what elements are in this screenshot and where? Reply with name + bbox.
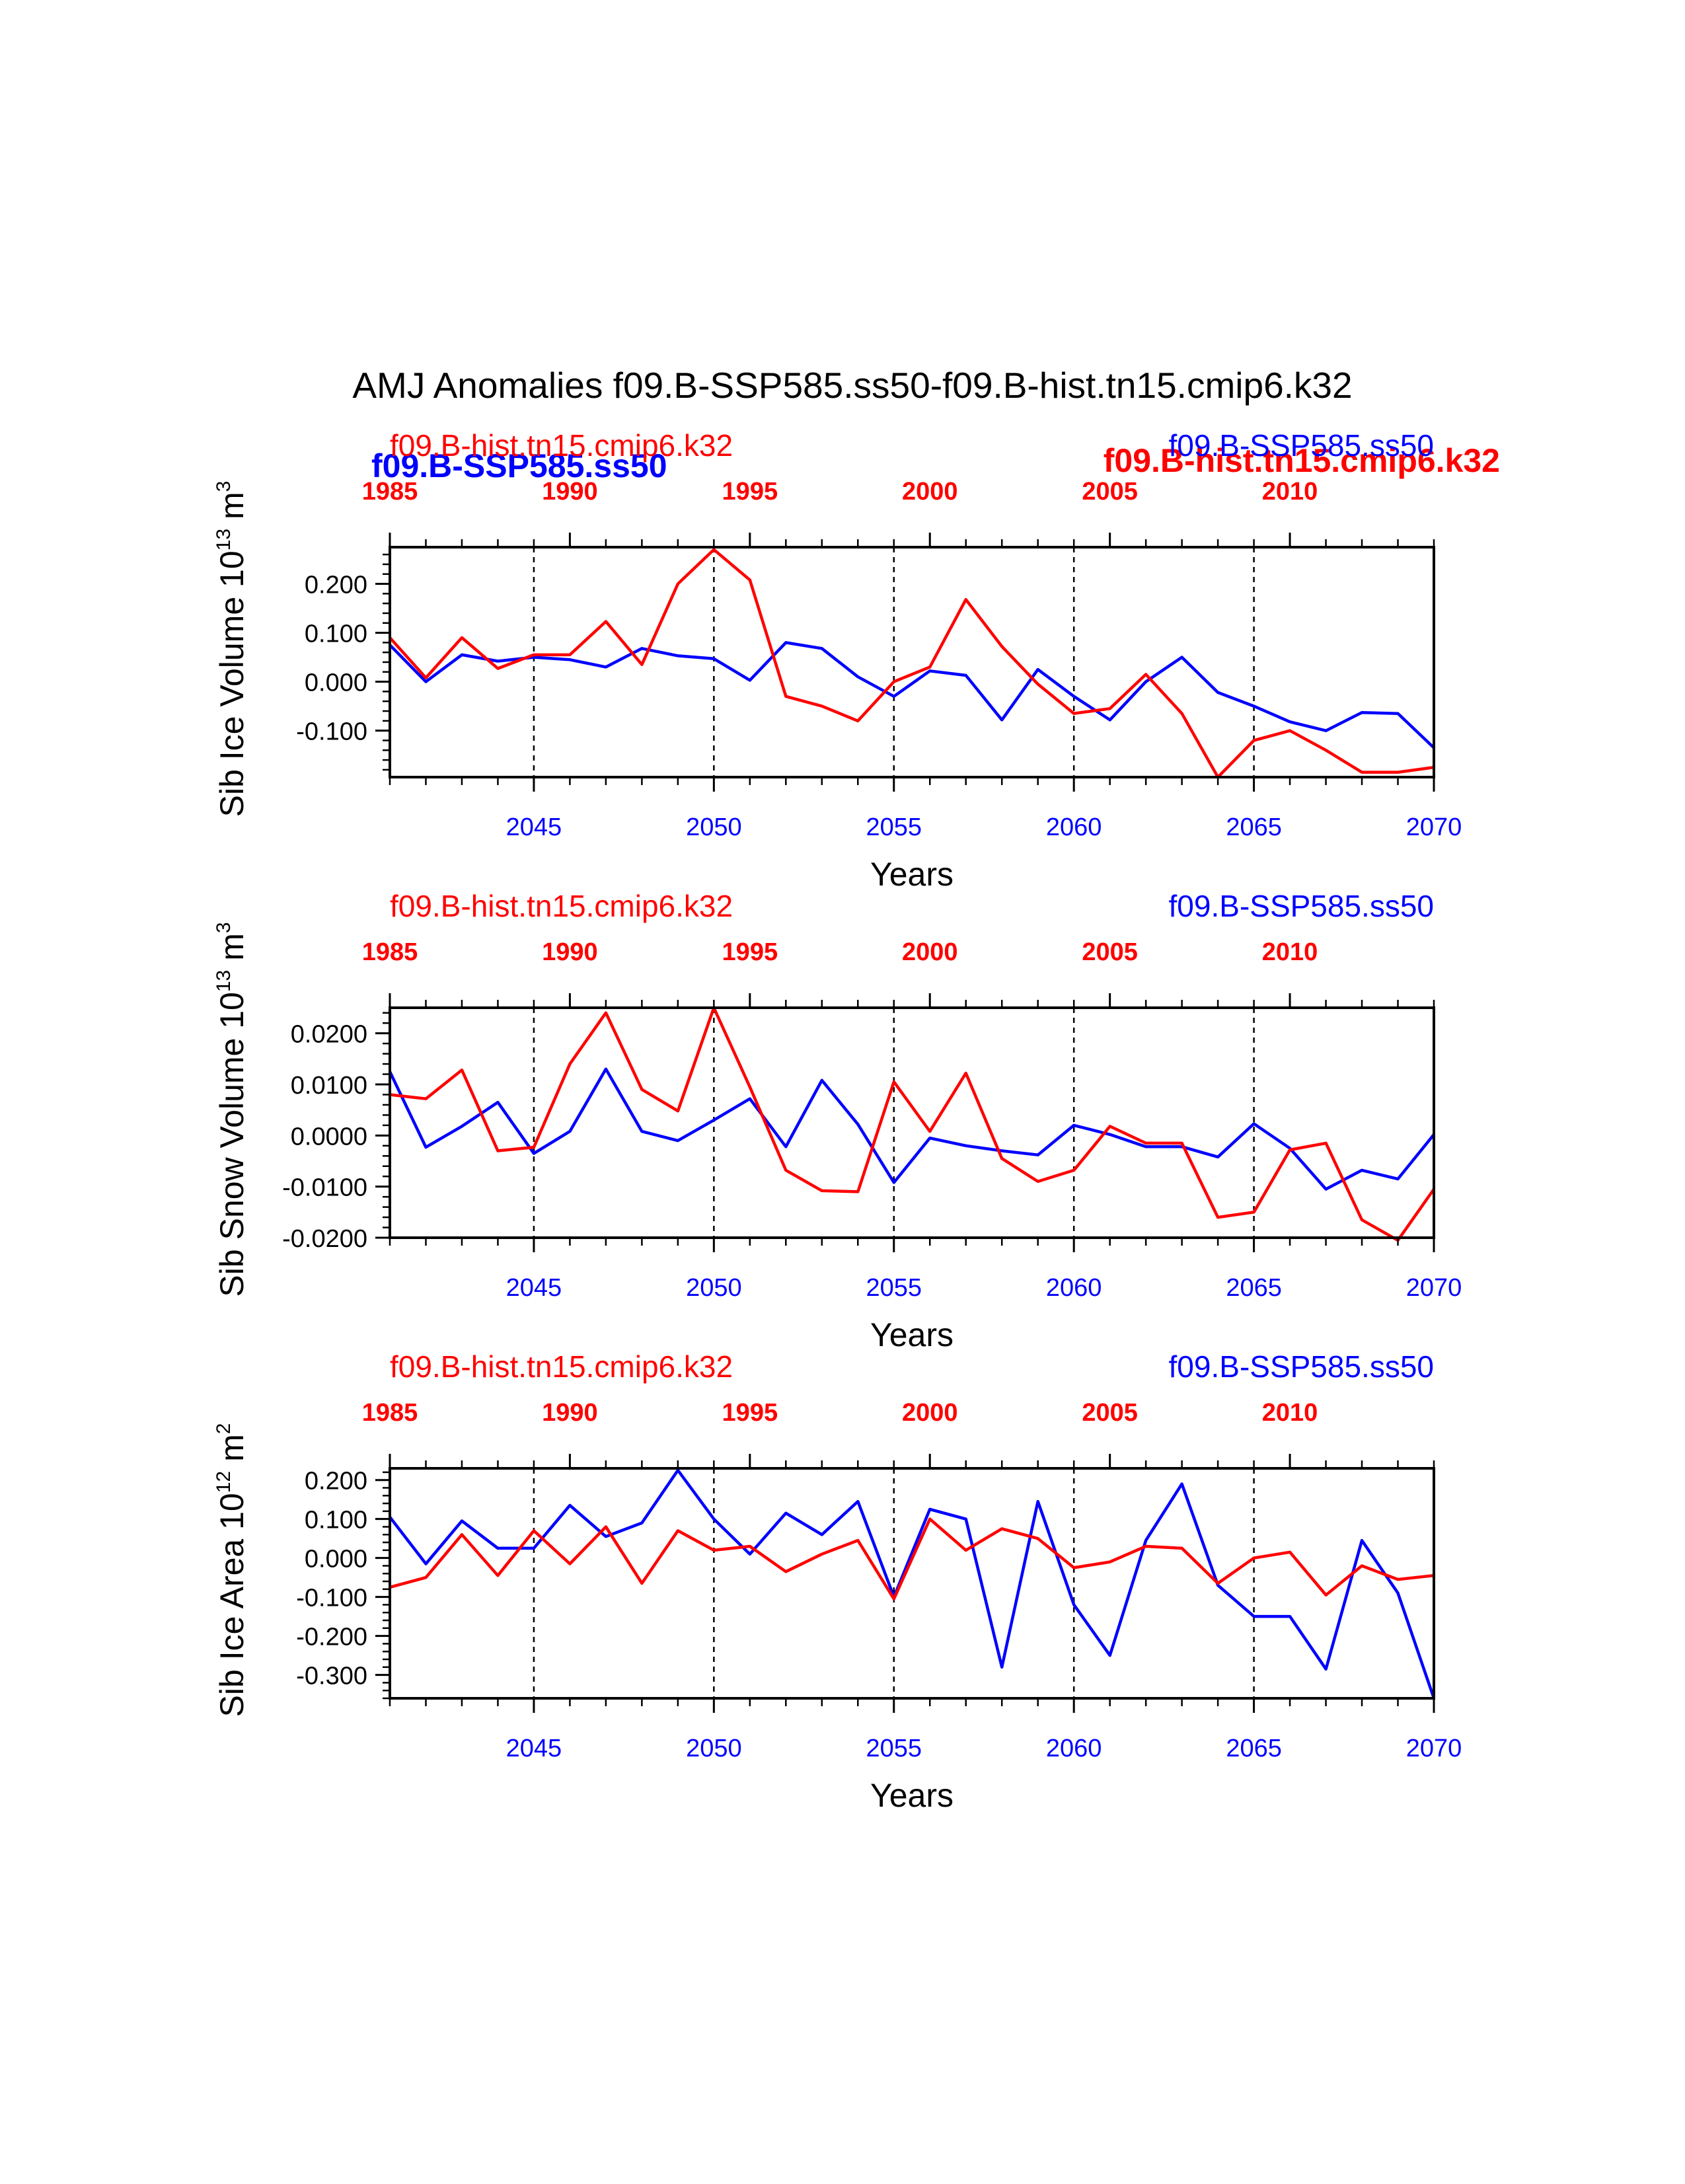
xtick-bottom-label: 2055 — [866, 813, 922, 841]
xtick-top-label: 1990 — [542, 938, 598, 966]
ytick-label: -0.100 — [296, 1585, 367, 1612]
xtick-bottom-label: 2050 — [686, 1274, 742, 1302]
y-axis-title-text: Sib Ice Area 10 — [213, 1493, 250, 1717]
y-axis-title-text: Sib Ice Volume 10 — [213, 550, 250, 817]
ytick-label: -0.0100 — [282, 1174, 367, 1202]
figure-title: AMJ Anomalies f09.B-SSP585.ss50-f09.B-hi… — [352, 365, 1352, 406]
top-overlap-label-hist: f09.B-hist.tn15.cmip6.k32 — [1104, 442, 1500, 479]
xtick-bottom-label: 2065 — [1226, 813, 1282, 841]
ytick-label: -0.100 — [296, 718, 367, 746]
xtick-top-label: 1995 — [722, 1399, 778, 1427]
xtick-top-label: 2005 — [1082, 478, 1138, 506]
ytick-label: 0.200 — [305, 572, 367, 599]
series-line-ssp — [388, 1067, 1435, 1191]
y-axis-title: Sib Ice Volume 1013 m3 — [213, 481, 250, 817]
xtick-bottom-label: 2055 — [866, 1274, 922, 1302]
ytick-label: 0.100 — [305, 621, 367, 648]
xtick-bottom-label: 2070 — [1406, 1274, 1462, 1302]
series-line-ssp — [389, 1468, 1436, 1699]
y-axis-title-unit-exponent: 3 — [213, 481, 235, 492]
xtick-bottom-label: 2060 — [1046, 1274, 1102, 1302]
y-axis-title-unit: m — [213, 933, 250, 961]
xtick-bottom-label: 2045 — [506, 1735, 562, 1762]
ytick-label: -0.300 — [296, 1663, 367, 1690]
xtick-top-label: 1985 — [362, 1399, 418, 1427]
xtick-bottom-label: 2050 — [686, 813, 742, 841]
series-line-hist — [389, 548, 1435, 779]
y-axis-title-unit: m — [213, 1434, 250, 1462]
xtick-top-label: 2005 — [1082, 1399, 1138, 1427]
xtick-top-label: 1985 — [362, 938, 418, 966]
series-line-hist — [389, 1517, 1435, 1600]
xtick-top-label: 2010 — [1262, 478, 1318, 506]
xtick-top-label: 2000 — [902, 478, 958, 506]
xtick-top-label: 2005 — [1082, 938, 1138, 966]
xtick-bottom-label: 2055 — [866, 1735, 922, 1762]
xtick-top-label: 2000 — [902, 1399, 958, 1427]
panel-label-hist: f09.B-hist.tn15.cmip6.k32 — [390, 1349, 733, 1384]
y-axis-title: Sib Ice Area 1012 m2 — [213, 1423, 250, 1717]
series-line-ssp — [389, 641, 1435, 749]
xtick-bottom-label: 2065 — [1226, 1735, 1282, 1762]
ytick-label: 0.200 — [305, 1468, 367, 1495]
panel-ice-volume: -0.100 0.000 0.100 0.200 2045 2050 2055 2060 206… — [213, 428, 1462, 893]
panel-label-hist: f09.B-hist.tn15.cmip6.k32 — [390, 889, 733, 923]
xtick-top-label: 2010 — [1262, 938, 1318, 966]
ytick-label: 0.000 — [305, 1546, 367, 1573]
y-axis-title-text: Sib Snow Volume 10 — [213, 992, 250, 1297]
ytick-label: 0.000 — [305, 669, 367, 697]
xtick-top-label: 1990 — [542, 478, 598, 506]
xtick-top-label: 2000 — [902, 938, 958, 966]
y-axis-title-exponent: 13 — [213, 970, 235, 992]
series-line-hist — [389, 1006, 1435, 1242]
x-axis-title: Years — [870, 1777, 954, 1814]
panel-label-ssp: f09.B-SSP585.ss50 — [1169, 889, 1434, 923]
y-axis-title-exponent: 12 — [213, 1471, 235, 1493]
ytick-label: -0.0200 — [282, 1225, 367, 1253]
panel-label-ssp: f09.B-SSP585.ss50 — [1169, 428, 1434, 463]
top-overlap-label-ssp: f09.B-SSP585.ss50 — [371, 447, 667, 484]
xtick-top-label: 2010 — [1262, 1399, 1318, 1427]
panel-snow-volume: -0.0200 -0.0100 0.0000 0.0100 0.0200 2045 2050… — [213, 889, 1462, 1353]
xtick-top-label: 1985 — [362, 478, 418, 506]
panel-label-hist: f09.B-hist.tn15.cmip6.k32 — [390, 428, 733, 463]
y-axis-title-exponent: 13 — [213, 529, 235, 550]
xtick-bottom-label: 2060 — [1046, 1735, 1102, 1762]
xtick-top-label: 1995 — [722, 478, 778, 506]
plot-frame — [389, 1006, 1435, 1239]
ytick-label: 0.100 — [305, 1507, 367, 1534]
x-axis-title: Years — [870, 856, 954, 893]
plot-frame — [389, 1467, 1435, 1700]
xtick-bottom-label: 2060 — [1046, 813, 1102, 841]
ytick-label: -0.200 — [296, 1624, 367, 1651]
y-axis-title-unit-exponent: 2 — [213, 1423, 235, 1435]
xtick-top-label: 1990 — [542, 1399, 598, 1427]
ytick-label: 0.0000 — [291, 1123, 367, 1150]
xtick-bottom-label: 2070 — [1406, 813, 1462, 841]
panel-ice-area: -0.300 -0.200 -0.100 0.000 0.100 0.200 2045 205… — [213, 1349, 1462, 1814]
xtick-bottom-label: 2045 — [506, 1274, 562, 1302]
y-axis-title-unit: m — [213, 492, 250, 519]
xtick-bottom-label: 2070 — [1406, 1735, 1462, 1762]
ytick-label: 0.0100 — [291, 1072, 367, 1100]
x-axis-title: Years — [870, 1316, 954, 1353]
ytick-label: 0.0200 — [291, 1021, 367, 1049]
y-axis-title-unit-exponent: 3 — [213, 922, 235, 933]
xtick-bottom-label: 2065 — [1226, 1274, 1282, 1302]
xtick-bottom-label: 2045 — [506, 813, 562, 841]
xtick-bottom-label: 2050 — [686, 1735, 742, 1762]
y-axis-title: Sib Snow Volume 1013 m3 — [213, 922, 250, 1297]
panel-label-ssp: f09.B-SSP585.ss50 — [1169, 1349, 1434, 1384]
xtick-top-label: 1995 — [722, 938, 778, 966]
